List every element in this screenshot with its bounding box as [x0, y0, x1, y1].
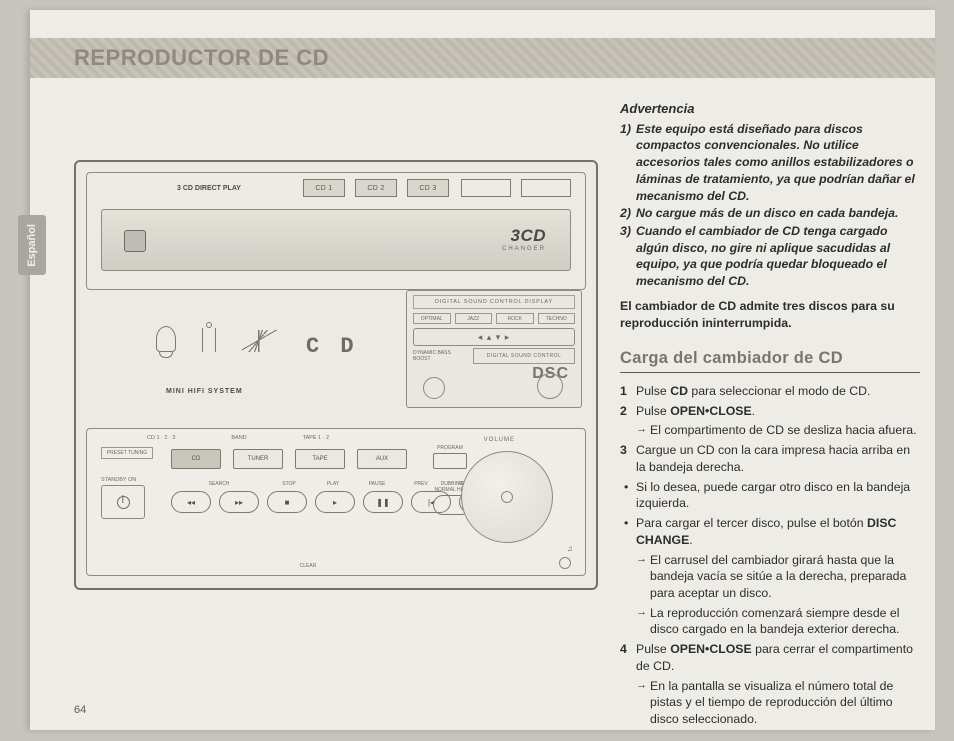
headphone-icon: ♫ [567, 544, 573, 553]
ffwd-button[interactable]: ▸▸ [219, 491, 259, 513]
dsc-sound-label: DIGITAL SOUND CONTROL [473, 348, 575, 364]
control-panel: CD 1 · 2 · 3 BAND TAPE 1 · 2 PRESET TUNI… [86, 428, 586, 576]
headphone-jack [559, 557, 571, 569]
program-label: PROGRAM [433, 445, 467, 451]
preset-tuning-label: PRESET TUNING [101, 447, 153, 459]
volume-label: VOLUME [484, 437, 515, 443]
dsc-header: DIGITAL SOUND CONTROL DISPLAY [413, 295, 575, 309]
pause-button[interactable]: ❚❚ [363, 491, 403, 513]
source-sublabels: CD 1 · 2 · 3 BAND TAPE 1 · 2 [147, 435, 385, 441]
direct-play-label: 3 CD DIRECT PLAY [177, 185, 241, 192]
source-row: CD TUNER TAPE AUX [171, 449, 407, 469]
play-button[interactable]: ▸ [315, 491, 355, 513]
dsc-tab-jazz[interactable]: JAZZ [455, 313, 493, 324]
power-button[interactable] [101, 485, 145, 519]
language-label: Español [26, 224, 38, 267]
heading-rule [620, 372, 920, 373]
stop-button[interactable]: ■ [267, 491, 307, 513]
cd3-button[interactable]: CD 3 [407, 179, 449, 197]
dsc-presets: OPTIMAL JAZZ ROCK TECHNO [413, 313, 575, 324]
cd-direct-buttons: CD 1 CD 2 CD 3 [303, 179, 449, 197]
dsc-nav[interactable]: ◂ ▴ ▾ ▸ [413, 328, 575, 346]
source-aux-button[interactable]: AUX [357, 449, 407, 469]
source-tuner-button[interactable]: TUNER [233, 449, 283, 469]
rewind-button[interactable]: ◂◂ [171, 491, 211, 513]
dsc-panel: DIGITAL SOUND CONTROL DISPLAY OPTIMAL JA… [406, 290, 582, 408]
source-tape-button[interactable]: TAPE [295, 449, 345, 469]
standby-label: STANDBY ON [101, 477, 159, 483]
language-tab: Español [18, 215, 46, 275]
program-group: PROGRAM [433, 445, 467, 469]
page-title: REPRODUCTOR DE CD [74, 45, 329, 71]
instructions-column: Advertencia 1)Este equipo está diseñado … [620, 100, 920, 731]
base-labels: CLEAR [171, 563, 445, 569]
compact-disc-icon [124, 230, 146, 252]
feature-icons [156, 326, 278, 352]
dsc-tab-techno[interactable]: TECHNO [538, 313, 576, 324]
dbb-label: DYNAMIC BASS BOOST [413, 350, 467, 362]
dsc-tab-optimal[interactable]: OPTIMAL [413, 313, 451, 324]
lead-text: El cambiador de CD admite tres discos pa… [620, 298, 920, 331]
cd-top-panel: 3 CD DIRECT PLAY CD 1 CD 2 CD 3 3CD CHAN… [86, 172, 586, 290]
dsc-knob[interactable] [537, 373, 563, 399]
steps-list: 1 Pulse CD para seleccionar el modo de C… [620, 383, 920, 728]
open-close-button[interactable] [521, 179, 571, 197]
device-illustration: 3 CD DIRECT PLAY CD 1 CD 2 CD 3 3CD CHAN… [74, 160, 598, 590]
section-heading: Carga del cambiador de CD [620, 347, 920, 369]
source-cd-button[interactable]: CD [171, 449, 221, 469]
manual-page: REPRODUCTOR DE CD Español 3 CD DIRECT PL… [30, 10, 935, 730]
dsc-tab-rock[interactable]: ROCK [496, 313, 534, 324]
hifi-label: MINI HIFI SYSTEM [166, 388, 243, 395]
three-cd-badge: 3CD CHANGER [502, 226, 546, 252]
cd2-button[interactable]: CD 2 [355, 179, 397, 197]
title-bar: REPRODUCTOR DE CD [30, 38, 935, 78]
segment-display: C D [306, 334, 358, 359]
arrow-icons: ◂ ▴ ▾ ▸ [478, 332, 511, 343]
warning-title: Advertencia [620, 100, 920, 118]
disc-change-button[interactable] [461, 179, 511, 197]
tray-buttons [461, 179, 571, 197]
cd-tray: 3CD CHANGER [101, 209, 571, 271]
power-icon [117, 496, 130, 509]
page-number: 64 [74, 704, 86, 716]
antenna-icon [202, 328, 216, 352]
volume-knob[interactable] [461, 451, 553, 543]
mic-icon [156, 326, 176, 352]
dbb-knob[interactable] [423, 377, 445, 399]
standby-group: STANDBY ON [101, 477, 159, 519]
cd1-button[interactable]: CD 1 [303, 179, 345, 197]
fan-icon [242, 330, 278, 352]
warning-list: 1)Este equipo está diseñado para discos … [620, 121, 920, 290]
program-button[interactable] [433, 453, 467, 469]
